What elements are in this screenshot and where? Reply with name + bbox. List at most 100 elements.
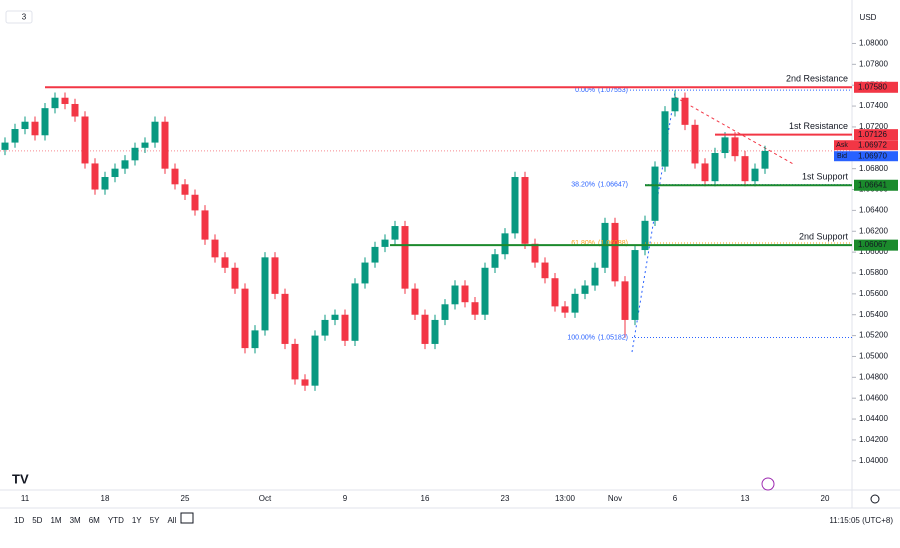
y-tick-label: 1.04600 [859,393,888,402]
range-button[interactable]: 1D [14,516,24,525]
candle-body [731,137,739,157]
x-tick-label: 9 [343,494,348,503]
y-tick-label: 1.06200 [859,226,888,235]
settings-icon[interactable] [870,494,880,504]
candle-body [31,121,39,136]
candle-body [621,281,629,320]
candle-body [181,184,189,195]
candle-body [121,160,129,169]
quote-tag [834,140,898,151]
fib-price: (1.07553) [598,87,628,94]
range-button[interactable]: 5Y [150,516,160,525]
candle-body [151,121,159,143]
candle-body [401,226,409,289]
candle-body [141,142,149,148]
candle-body [81,116,89,164]
y-tick-label: 1.04200 [859,435,888,444]
candle-body [1,142,9,150]
currency[interactable]: USD [860,13,877,22]
candle-body [461,285,469,303]
candle-body [711,153,719,182]
date-range-icon[interactable] [180,512,194,524]
candle-body [721,137,729,154]
fib-price: (1.06088) [598,240,628,247]
quote-name: Bid [837,153,847,160]
level-name: 2nd Resistance [786,74,848,84]
range-button[interactable]: All [167,516,176,525]
x-tick-label: 16 [421,494,430,503]
candle-body [561,306,569,313]
candle-body [391,226,399,240]
x-tick-label: 20 [821,494,830,503]
candle-body [251,330,259,349]
y-tick-label: 1.05600 [859,289,888,298]
candle-body [531,243,539,263]
event-icon[interactable] [761,477,775,491]
interval-box[interactable] [5,10,33,24]
clock: 11:15:05 (UTC+8) [829,516,893,525]
price-tag-label: 1.07126 [858,130,887,139]
candle-body [351,283,359,341]
candle-body [51,97,59,109]
y-tick-label: 1.08000 [859,39,888,48]
range-button[interactable]: 6M [89,516,100,525]
price-tag [854,239,898,251]
trend-line [674,96,796,166]
quote-name: Ask [836,142,848,149]
candle-body [451,285,459,305]
range-button[interactable]: 1Y [132,516,142,525]
x-tick-label: 18 [101,494,110,503]
range-button[interactable]: 3M [70,516,81,525]
price-tag [854,129,898,141]
price-tag-label: 1.06067 [858,240,887,249]
range-button[interactable]: 1M [50,516,61,525]
level-name: 2nd Support [799,232,849,242]
fib-ratio: 0.00% [575,87,595,94]
range-button[interactable]: YTD [108,516,124,525]
candle-body [741,156,749,182]
candle-body [161,121,169,169]
price-tag [854,81,898,93]
candle-body [751,168,759,182]
x-tick-label: 13:00 [555,494,576,503]
candle-body [341,314,349,341]
y-tick-label: 1.05800 [859,268,888,277]
candle-body [171,168,179,185]
candle-body [381,239,389,247]
fib-label: 0.00% (1.07553) [575,87,628,94]
candle-body [641,220,649,251]
candle-body [551,278,559,307]
candle-body [441,304,449,320]
candle-body [611,222,619,282]
interval[interactable]: 3 [22,13,27,22]
y-tick-label: 1.06800 [859,164,888,173]
candle-body [371,246,379,263]
candle-body [41,108,49,136]
candle-body [521,177,529,244]
y-tick-label: 1.04000 [859,456,888,465]
candle-body [301,379,309,386]
range-button[interactable]: 5D [32,516,42,525]
candle-body [291,343,299,380]
y-tick-label: 1.04400 [859,414,888,423]
candle-body [331,314,339,320]
candle-body [11,129,19,143]
candle-body [431,319,439,344]
candle-body [421,314,429,344]
price-tag-label: 1.06641 [858,180,887,189]
candle-body [591,267,599,286]
x-tick-label: Oct [259,494,272,503]
candle-body [281,293,289,344]
candle-body [61,97,69,104]
fib-label: 38.20% (1.06647) [571,181,628,188]
candle-body [761,150,769,169]
candle-body [131,147,139,161]
x-tick-label: 13 [741,494,750,503]
y-tick-label: 1.06400 [859,206,888,215]
candle-body [571,293,579,313]
candle-body [501,233,509,255]
candle-body [241,288,249,349]
y-tick-label: 1.06000 [859,247,888,256]
candle-body [21,121,29,130]
